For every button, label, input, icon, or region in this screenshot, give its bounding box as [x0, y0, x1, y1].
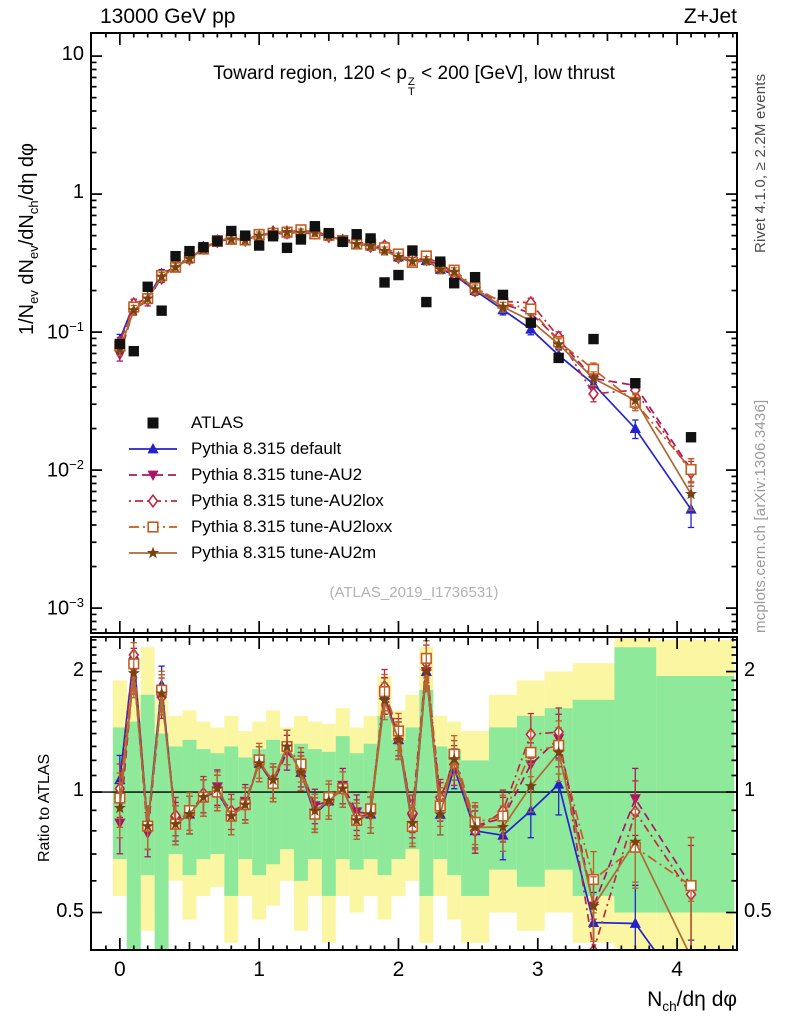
band-green-bin — [280, 753, 294, 850]
main-y-tick-label: 10−3 — [46, 595, 84, 620]
panel-frames — [90, 32, 738, 951]
legend-marker-icon — [129, 493, 177, 509]
legend-entry: Pythia 8.315 default — [128, 436, 392, 462]
legend-entry: Pythia 8.315 tune-AU2loxx — [128, 514, 392, 540]
band-green-bin — [391, 739, 406, 860]
legend-label: Pythia 8.315 tune-AU2 — [191, 465, 363, 484]
legend-marker-icon — [129, 470, 177, 481]
ratio-y-tick-label-left: 2 — [72, 658, 84, 681]
legend-marker-icon — [129, 546, 177, 559]
band-green-bin — [126, 721, 141, 949]
x-tick-label: 0 — [113, 958, 126, 981]
legend-entry: ATLAS — [128, 410, 392, 436]
legend-label: ATLAS — [191, 413, 244, 432]
legend-marker-icon — [147, 417, 159, 429]
ratio-y-tick-label-left: 0.5 — [56, 899, 84, 922]
main-y-tick-label: 10 — [61, 43, 84, 66]
main-series-atlas-data — [114, 221, 697, 443]
band-green-bin — [154, 733, 169, 949]
legend-entry: Pythia 8.315 tune-AU2 — [128, 462, 392, 488]
x-tick-label: 1 — [253, 958, 265, 981]
band-green-bin — [377, 715, 392, 876]
ratio-y-tick-label-right: 1 — [744, 779, 756, 802]
beam-energy-label: 13000 GeV pp — [100, 5, 236, 28]
axis-ticks — [91, 33, 737, 950]
main-y-tick-label: 10−1 — [46, 319, 84, 344]
x-axis-title: Nch/dη dφ — [647, 988, 737, 1015]
x-tick-label: 2 — [392, 958, 405, 981]
legend-label: Pythia 8.315 default — [191, 439, 342, 458]
legend-entry: Pythia 8.315 tune-AU2lox — [128, 488, 392, 514]
legend: ATLAS Pythia 8.315 default Pythia 8.315 tu… — [128, 410, 392, 566]
mcplots-credit-note: mcplots.cern.ch [arXiv:1306.3436] — [752, 399, 769, 633]
band-green-bin — [321, 751, 336, 896]
process-label: Z+Jet — [683, 5, 737, 28]
legend-marker-icon — [129, 521, 177, 533]
main-y-axis-title: 1/Nev dNev/dNch/dη dφ — [16, 142, 41, 335]
legend-entry: Pythia 8.315 tune-AU2m — [128, 540, 392, 566]
analysis-watermark: (ATLAS_2019_I1736531) — [329, 584, 499, 601]
main-y-tick-label: 10−2 — [46, 457, 84, 482]
band-green-bin — [405, 727, 420, 850]
ratio-y-tick-label-right: 0.5 — [744, 899, 772, 922]
legend-marker-icon — [129, 443, 177, 454]
x-tick-label: 4 — [671, 958, 683, 981]
band-green-bin — [656, 675, 735, 913]
ratio-y-tick-label-right: 2 — [744, 658, 756, 681]
band-green-bin — [419, 689, 434, 896]
legend-label: Pythia 8.315 tune-AU2m — [191, 543, 377, 562]
band-green-bin — [252, 749, 267, 876]
rivet-version-note: Rivet 4.1.0, ≥ 2.2M events — [752, 73, 769, 253]
x-tick-label: 3 — [531, 958, 544, 981]
ratio-series-pythia-8-315-tune-au2m — [113, 651, 695, 949]
main-y-tick-label: 1 — [72, 181, 84, 204]
legend-label: Pythia 8.315 tune-AU2loxx — [191, 517, 393, 536]
ratio-y-tick-label-left: 1 — [72, 779, 84, 802]
ratio-y-axis-title: Ratio to ATLAS — [36, 753, 53, 862]
legend-label: Pythia 8.315 tune-AU2lox — [191, 491, 384, 510]
